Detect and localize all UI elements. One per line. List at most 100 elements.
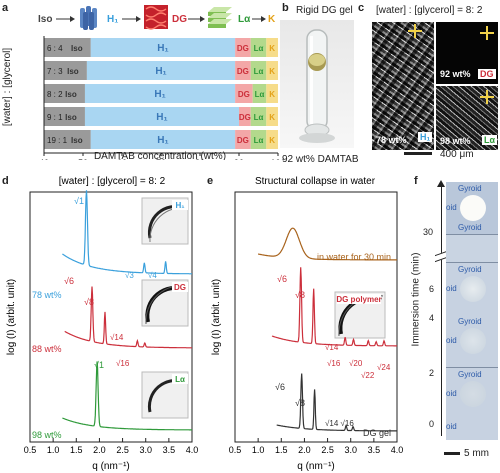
badge-h1: H₁: [175, 201, 185, 210]
phase-bar-h1-row4: [84, 107, 239, 126]
peak-e-r8: √8: [295, 290, 305, 300]
phase-bar-h1-row1: [90, 38, 236, 57]
immersion-time-axis: [441, 186, 442, 436]
photo-0min: oid: [446, 420, 498, 440]
phase-label-k: K: [269, 113, 275, 122]
panel-b-label: b: [282, 2, 289, 14]
tile-left-text: oid: [446, 203, 457, 212]
peak-e-r24: √24: [377, 363, 391, 372]
gel-disk-30min: [460, 195, 486, 221]
panel-f-label: f: [414, 175, 418, 187]
phase-label-k: K: [269, 136, 275, 145]
xtick-50: 50: [78, 158, 88, 160]
peak-h1-r3: √3: [125, 271, 134, 280]
ratio-label: 9 : 1: [47, 113, 63, 122]
photo-6min: Gyroid oid: [446, 262, 498, 316]
panel-d-title: [water] : [glycerol] = 8: 2: [59, 176, 166, 187]
peak-gel-r8: √8: [295, 398, 305, 408]
phase-label-h1: H₁: [156, 112, 167, 123]
peak-h1-r1: √1: [74, 196, 84, 206]
tile-left-text: oid: [446, 422, 457, 431]
ratio-label: 7 : 3: [47, 67, 63, 76]
saxs-pattern-dg: DG: [141, 279, 189, 327]
polarizer-cross-icon: [480, 26, 494, 40]
phase-label-iso: Iso: [71, 136, 83, 145]
scale-bar: [404, 152, 432, 155]
ytick-4: 4: [429, 313, 435, 323]
gyroid-structure-icon: [144, 5, 168, 30]
xtick-1.5: 1.5: [275, 445, 288, 455]
schematic-h1-label: H₁: [107, 14, 118, 25]
tile-top-text: Gyroid: [458, 265, 482, 274]
panel-a-ylabel: [water] : [glycerol]: [2, 48, 13, 127]
phase-label-dg: DG: [237, 67, 249, 76]
phase-label-dg: DG: [237, 136, 249, 145]
saxs-pattern-dg-polymer: DG polymer: [334, 291, 386, 339]
phase-bar-iso-row1: [44, 38, 91, 57]
ytick-6: 6: [429, 284, 435, 294]
phase-bar-k-row5: [266, 130, 278, 149]
photo-2min: Gyroid oid: [446, 368, 498, 421]
peak-e-r16: √16: [327, 359, 341, 368]
xtick-4.0: 4.0: [186, 445, 199, 455]
xtick-60: 60: [117, 158, 127, 160]
xtick-2.0: 2.0: [93, 445, 106, 455]
panel-a-xlabel: DAMTAB concentration (wt%): [94, 151, 226, 160]
peak-e-r22: √22: [361, 371, 375, 380]
badge-dg: DG: [174, 283, 186, 292]
xtick-100: 100: [270, 158, 285, 160]
schematic-la-label: Lα: [238, 14, 251, 25]
phase-label-h1: H₁: [155, 66, 166, 77]
panel-d-ylabel: log (I) (arbit. unit): [6, 279, 17, 355]
xtick-0.5: 0.5: [24, 445, 37, 455]
phase-label-la: Lα: [254, 67, 264, 76]
curve-dg-88wt: [64, 286, 192, 349]
phase-label-k: K: [269, 44, 275, 53]
phase-label-k: K: [269, 90, 275, 99]
micrograph-dg-phase: DG: [478, 69, 496, 79]
phase-bar-dg-row1: [235, 38, 251, 57]
panel-d-label: d: [2, 175, 9, 187]
panel-e-xaxis: 0.5 1.0 1.5 2.0 2.5 3.0 3.5 4.0: [229, 438, 404, 455]
phase-bar-k-row1: [266, 38, 278, 57]
phase-bar-k-row3: [266, 84, 278, 103]
xtick-4.0: 4.0: [391, 445, 404, 455]
schematic-iso-label: Iso: [38, 14, 52, 25]
tile-left-text: oid: [446, 284, 457, 293]
curve-la-98wt: [62, 361, 192, 431]
badge-la: Lα: [175, 375, 185, 384]
phase-bar-k-row2: [266, 61, 278, 80]
photo-30min: Gyroid oid Gyroid: [446, 182, 498, 235]
xtick-1.5: 1.5: [70, 445, 83, 455]
phase-label-dg: DG: [238, 90, 250, 99]
phase-bar-dg-row4: [239, 107, 251, 126]
peak-gel-r14-r16: √14 √16: [325, 419, 354, 428]
panel-b-caption: 92 wt% DAMTAB: [282, 154, 359, 165]
curve-in-water: [257, 227, 398, 261]
panel-e-label: e: [207, 175, 214, 187]
hexagonal-cylinders-icon: [80, 6, 97, 30]
micrograph-h1-phase: H₁: [418, 132, 433, 142]
phase-label-iso: Iso: [65, 90, 77, 99]
phase-label-la: Lα: [254, 113, 264, 122]
phase-bar-h1-row3: [84, 84, 236, 103]
xtick-70: 70: [156, 158, 166, 160]
label-dg-gel: DG gel: [363, 428, 391, 438]
phase-bar-h1-row5: [90, 130, 236, 149]
micrograph-dg: 92 wt% DG: [436, 22, 498, 84]
xtick-2.0: 2.0: [298, 445, 311, 455]
tile-left-text: oid: [446, 389, 457, 398]
peak-dg-r14: √14: [110, 333, 124, 342]
time-axis-arrow-icon: [437, 180, 445, 187]
micrograph-h1-wt: 78 wt%: [376, 135, 407, 145]
tile-left-text: oid: [446, 336, 457, 345]
peak-h1-r4: √4: [148, 271, 157, 280]
phase-bar-la-row4: [250, 107, 267, 126]
micrograph-la-wt: 98 wt%: [440, 136, 471, 146]
phase-bar-dg-row5: [235, 130, 251, 149]
phase-bar-la-row5: [250, 130, 267, 149]
micrograph-dg-wt: 92 wt%: [440, 69, 471, 79]
xtick-40: 40: [39, 158, 49, 160]
phase-bar-la-row2: [250, 61, 267, 80]
phase-bar-la-row1: [250, 38, 267, 57]
